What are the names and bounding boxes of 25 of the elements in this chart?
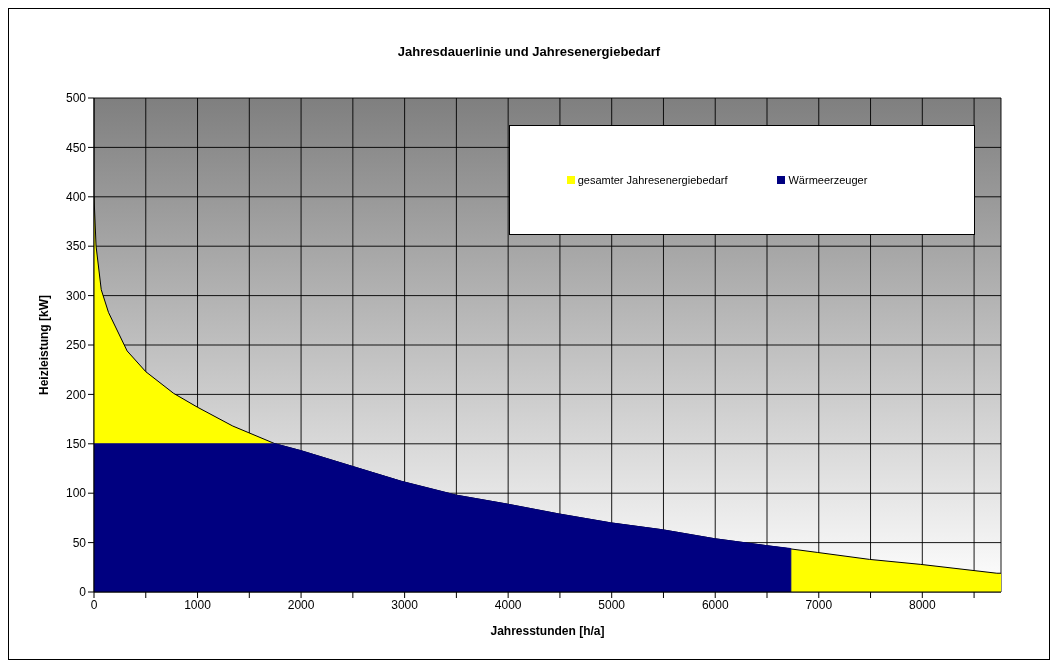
y-tick-label: 200: [65, 387, 87, 402]
x-axis-title: Jahresstunden [h/a]: [490, 624, 605, 638]
y-tick-label: 500: [65, 91, 87, 106]
y-tick-label: 150: [65, 437, 87, 452]
x-tick-label: 5000: [598, 597, 626, 612]
x-tick-label: 0: [90, 597, 98, 612]
y-tick-label: 0: [79, 585, 87, 600]
legend-label: Wärmeerzeuger: [788, 174, 868, 186]
y-tick-label: 350: [65, 239, 87, 254]
y-tick-label: 250: [65, 338, 87, 353]
y-tick-label: 300: [65, 288, 87, 303]
x-tick-label: 8000: [908, 597, 936, 612]
y-tick-label: 50: [72, 535, 87, 550]
x-tick-label: 6000: [701, 597, 729, 612]
x-tick-label: 2000: [287, 597, 315, 612]
x-tick-label: 3000: [391, 597, 419, 612]
legend-label: gesamter Jahresenergiebedarf: [577, 174, 728, 186]
y-tick-label: 400: [65, 190, 87, 205]
x-tick-label: 4000: [494, 597, 522, 612]
x-tick-label: 7000: [805, 597, 833, 612]
y-tick-label: 450: [65, 140, 87, 155]
x-tick-label: 1000: [184, 597, 212, 612]
y-axis-title: Heizleistung [kW]: [37, 294, 52, 396]
chart-title: Jahresdauerlinie und Jahresenergiebedarf: [396, 44, 662, 59]
y-tick-label: 100: [65, 486, 87, 501]
